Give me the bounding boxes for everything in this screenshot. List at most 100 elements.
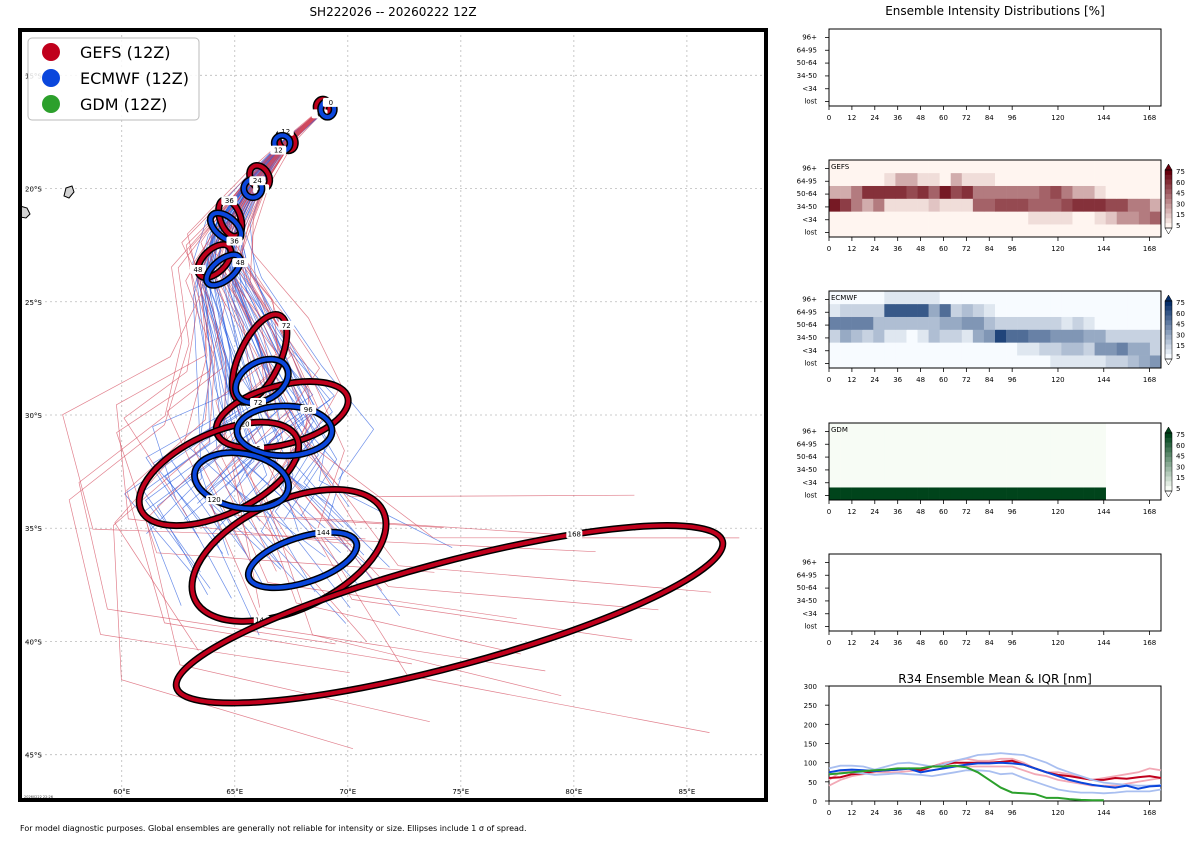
heat-cell: [972, 160, 985, 174]
ellipse-label-bg: [226, 236, 243, 246]
ellipse-label: 36: [225, 197, 234, 205]
heat-cell: [873, 198, 885, 212]
ellipse-label-bg: [206, 495, 223, 505]
heat-cell: [1116, 198, 1129, 212]
heat-cell: [1061, 291, 1073, 305]
r34-y-tick: 0: [813, 798, 817, 806]
panel-x-tick: 72: [962, 508, 971, 516]
heat-cell: [840, 435, 852, 449]
heat-cell: [1083, 448, 1095, 462]
panel-y-tick: 34-50: [797, 466, 817, 474]
panel-x-tick: 72: [962, 114, 971, 122]
colorbar-tick: 45: [1176, 190, 1185, 198]
heat-cell: [1094, 448, 1106, 462]
intensity-panel-gdm: 96+ 64-95 50-64 34-50 <34 lost 0 12 24 36 48 60 72 84…: [797, 422, 1185, 516]
heat-cell: [1094, 185, 1106, 199]
colorbar-top-arrow: [1164, 426, 1173, 434]
r34-x-tick: 60: [939, 809, 948, 817]
heat-cell: [950, 316, 963, 330]
heat-cell: [939, 342, 952, 356]
heat-cell: [983, 355, 996, 369]
heat-cell: [1072, 198, 1084, 212]
ellipse-label-bg: [278, 320, 295, 330]
colorbar-swatch: [1165, 208, 1172, 214]
colorbar-swatch: [1165, 325, 1172, 331]
heat-cell: [851, 198, 863, 212]
colorbar-swatch: [1165, 471, 1172, 477]
heat-cell: [906, 342, 918, 356]
r34-x-tick: 96: [1008, 809, 1017, 817]
heat-cell: [862, 198, 874, 212]
heat-cell: [995, 355, 1007, 369]
heat-cell: [895, 160, 907, 174]
heat-cell: [1017, 303, 1029, 317]
heat-cell: [1083, 435, 1095, 449]
heat-cell: [1105, 172, 1118, 186]
heat-cell: [1116, 329, 1129, 343]
heat-cell: [1083, 185, 1095, 199]
heat-cell: [906, 224, 918, 238]
ensemble-ellipses: 0122436487296120144168012243648729612014…: [135, 95, 727, 707]
colorbar-tick: 5: [1176, 485, 1180, 493]
heat-cell: [862, 435, 874, 449]
heat-cell: [829, 461, 841, 475]
colorbar-swatch: [1165, 330, 1172, 336]
heat-cell: [1072, 448, 1084, 462]
heat-cell: [950, 329, 963, 343]
heat-cell: [1039, 185, 1051, 199]
panel-x-tick: 144: [1097, 114, 1111, 122]
heat-cell: [928, 211, 940, 225]
heat-cell: [972, 474, 985, 488]
heat-cell: [851, 291, 863, 305]
heat-cell: [928, 474, 940, 488]
heat-cell: [906, 291, 918, 305]
heat-cell: [840, 316, 852, 330]
heat-cell: [983, 160, 996, 174]
heat-cell: [950, 487, 963, 501]
intensity-title: Ensemble Intensity Distributions [%]: [885, 4, 1105, 18]
heat-cell: [1039, 303, 1051, 317]
panel-y-tick: 96+: [802, 427, 817, 435]
colorbar-swatch: [1165, 442, 1172, 448]
heat-cell: [906, 172, 918, 186]
panel-frame-over: [828, 422, 1162, 501]
heat-cell: [1083, 316, 1095, 330]
heat-cell: [862, 185, 874, 199]
heat-cell: [1028, 316, 1040, 330]
heat-cell: [1094, 198, 1106, 212]
heat-cell: [1083, 198, 1095, 212]
heat-cell: [1028, 198, 1040, 212]
heat-cell: [1028, 342, 1040, 356]
panel-x-tick: 120: [1051, 508, 1064, 516]
panel-y-tick: 34-50: [797, 597, 817, 605]
heat-cell: [995, 435, 1007, 449]
heat-cell: [1149, 172, 1162, 186]
heat-cell: [983, 211, 996, 225]
heat-cell: [862, 224, 874, 238]
panel-y-tick: <34: [802, 347, 817, 355]
r34-line-ecmwf-iqr-low: [828, 769, 1162, 795]
heat-cell: [1127, 160, 1140, 174]
heat-cell: [829, 329, 841, 343]
heat-cell: [1072, 185, 1084, 199]
r34-frame: [828, 685, 1162, 802]
heat-cell: [1105, 355, 1118, 369]
heat-cell: [1006, 160, 1018, 174]
heat-cell: [1039, 291, 1051, 305]
heat-cell: [961, 461, 974, 475]
panel-x-tick: 96: [1008, 508, 1017, 516]
heat-cell: [895, 211, 907, 225]
heat-cell: [1116, 160, 1129, 174]
heat-cell: [928, 185, 940, 199]
panel-x-tick: 84: [985, 639, 994, 647]
heat-cell: [1050, 329, 1062, 343]
heat-cell: [829, 342, 841, 356]
heat-cell: [1083, 160, 1095, 174]
heat-cell: [1061, 342, 1073, 356]
ellipse-label-bg: [322, 97, 339, 107]
heat-cell: [1149, 303, 1162, 317]
heat-cell: [983, 303, 996, 317]
heat-cell: [1149, 329, 1162, 343]
heat-cell: [950, 224, 963, 238]
r34-line-ecmwf-iqr-high: [828, 752, 1162, 787]
